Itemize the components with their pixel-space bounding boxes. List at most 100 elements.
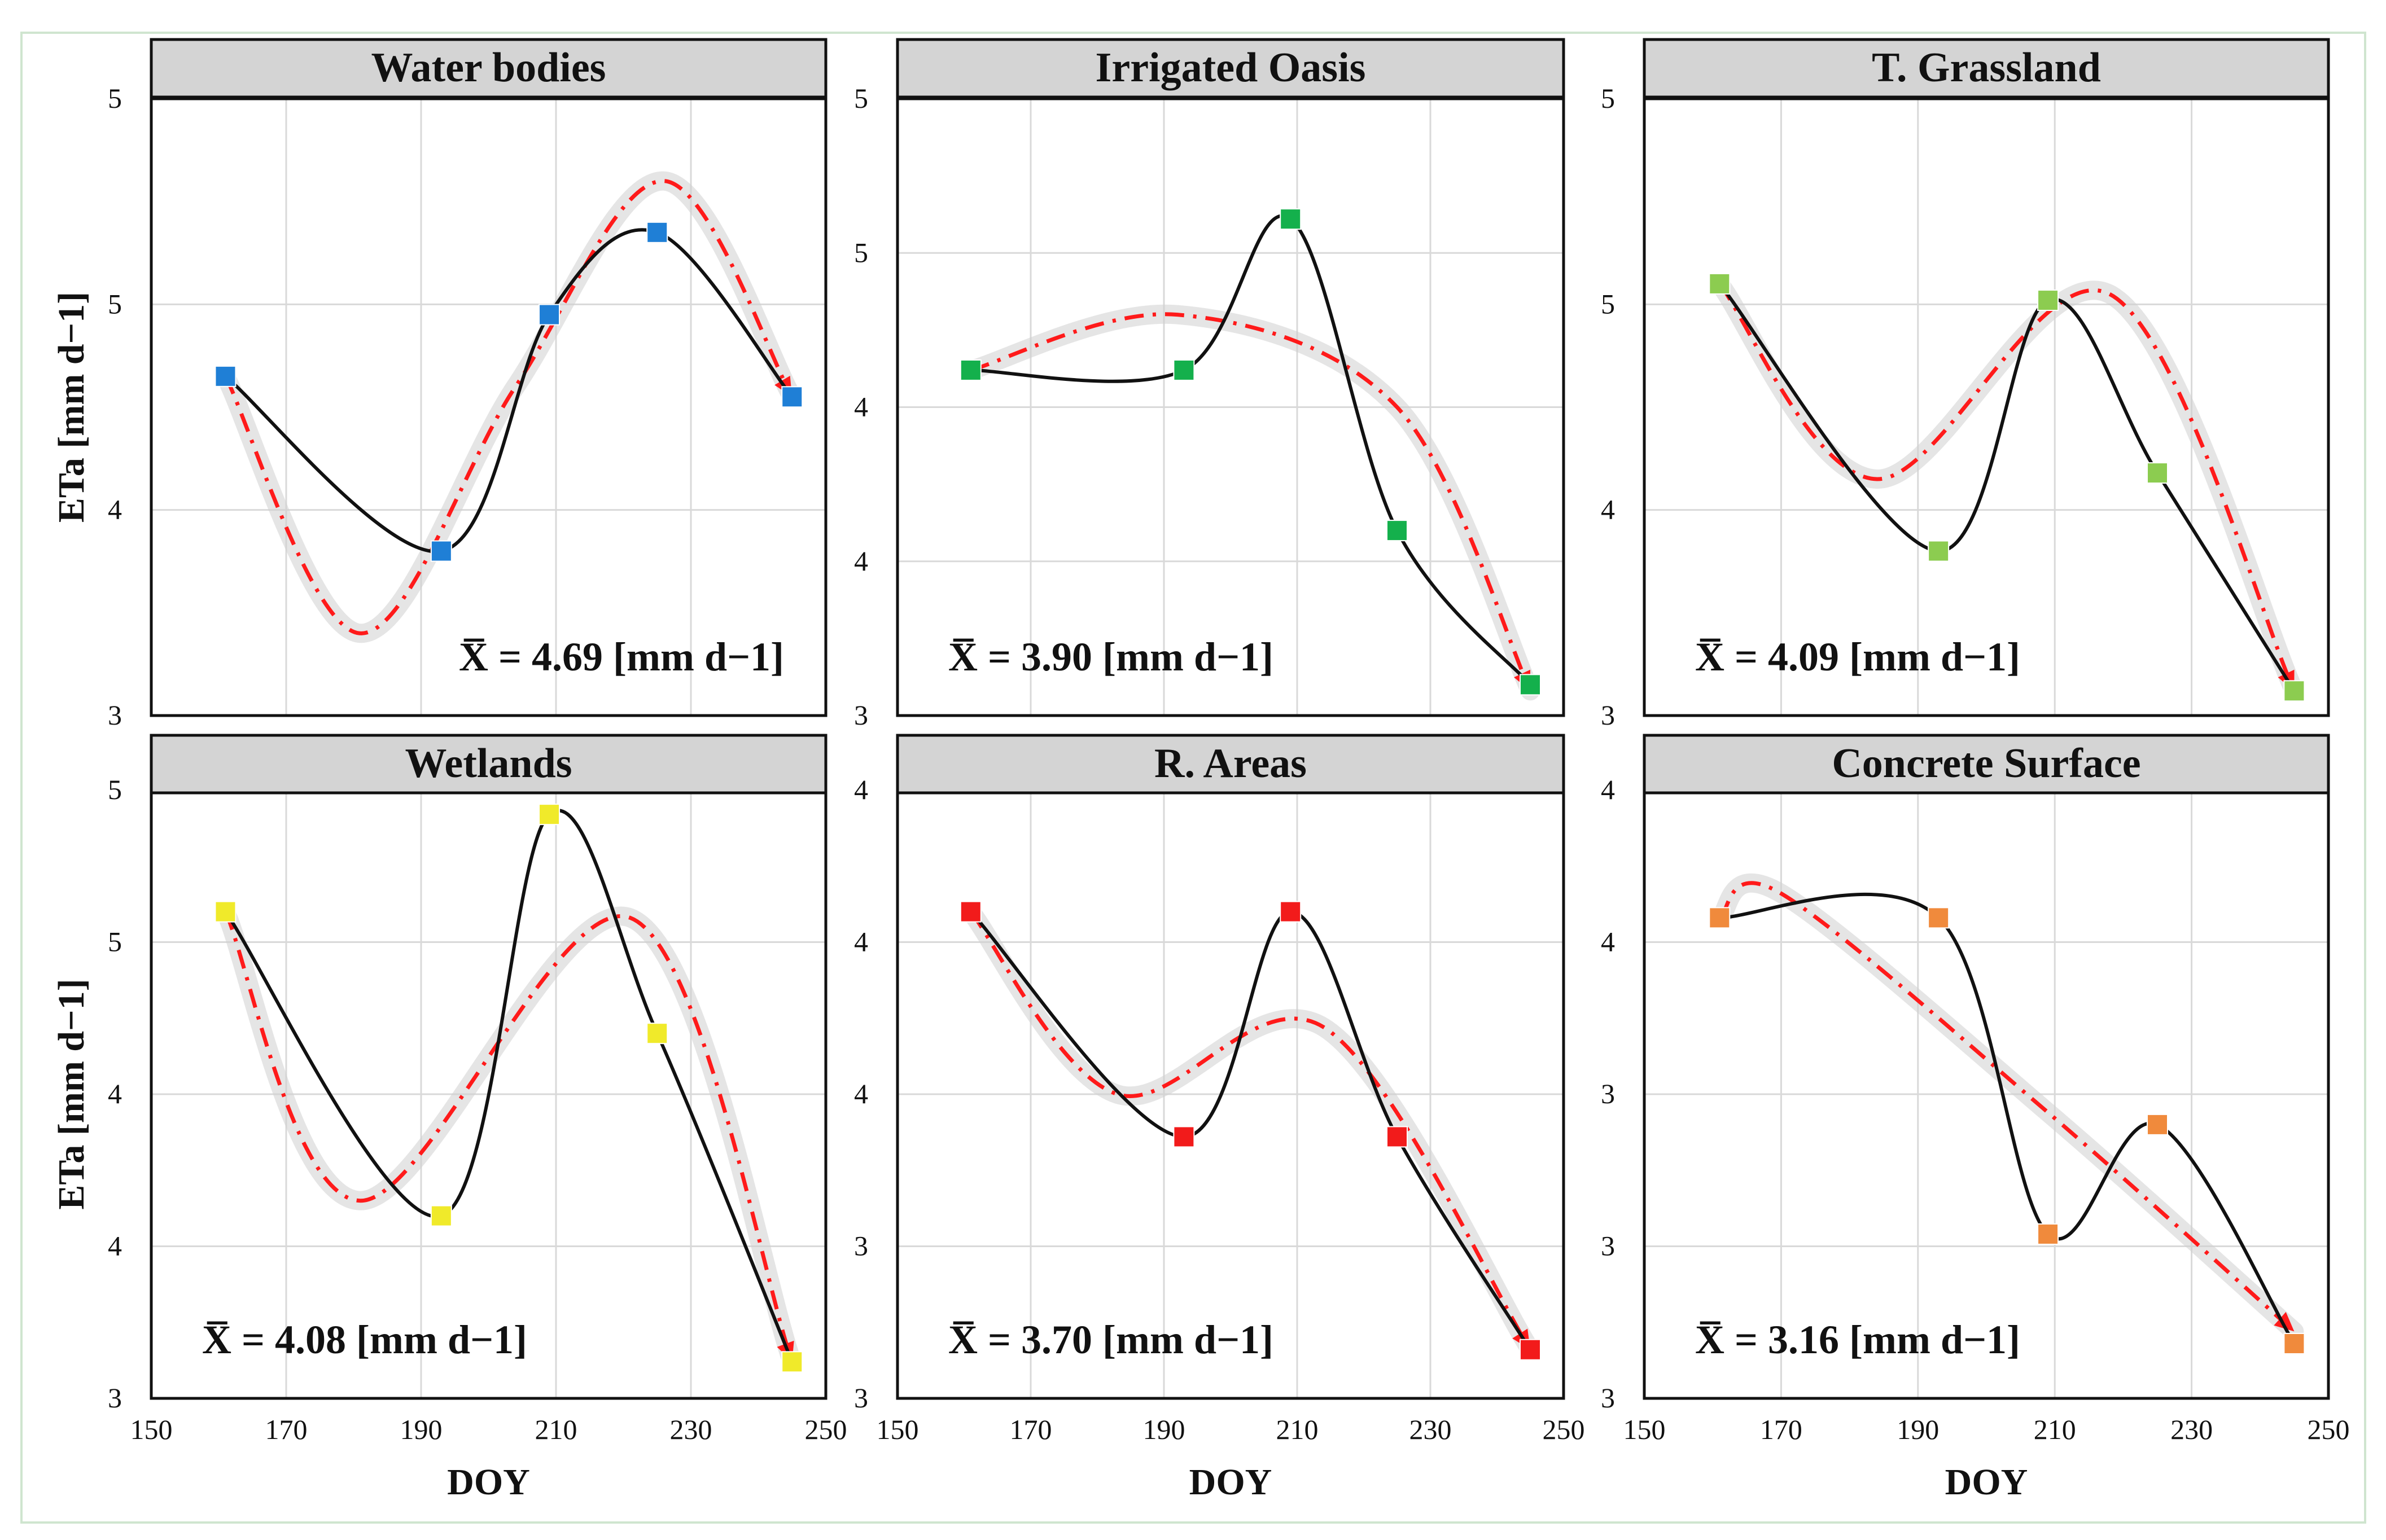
y-tick-label: 3	[854, 1382, 868, 1414]
y-axis-title: ETa [mm d−1]	[51, 292, 92, 523]
trend-line	[969, 910, 1532, 1351]
chart-panel-1: Irrigated Oasis 3 4 4 5 5 X̅ = 3.90 [mm d−1]	[854, 38, 1565, 731]
y-tick-label: 3	[1601, 1382, 1615, 1414]
y-tick-label: 5	[108, 82, 122, 114]
data-point-doy-193	[1173, 1126, 1195, 1148]
panel-title-box	[896, 734, 1565, 795]
y-tick-label: 5	[854, 82, 868, 114]
y-tick-label: 5	[108, 926, 122, 958]
panel-title-box	[150, 38, 828, 99]
mean-annotation: X̅ = 3.16 [mm d−1]	[1695, 1317, 2020, 1362]
y-tick-label: 3	[854, 699, 868, 731]
chart-panel-2: T. Grassland 3 4 5 5 X̅ = 4.09 [mm d−1]	[1601, 38, 2330, 731]
observed-line	[224, 228, 794, 554]
y-tick-label: 4	[108, 1230, 122, 1262]
y-tick-label: 4	[854, 926, 868, 958]
data-point-doy-161	[960, 901, 982, 923]
observed-line	[1718, 282, 2296, 692]
mean-annotation: X̅ = 3.70 [mm d−1]	[948, 1317, 1273, 1362]
x-axis-title: DOY	[1189, 1462, 1272, 1503]
data-point-doy-193	[430, 540, 452, 562]
x-tick-label: 230	[1409, 1414, 1452, 1445]
y-tick-label: 4	[108, 494, 122, 525]
panel-title-box	[1643, 38, 2330, 99]
x-tick-label: 250	[2308, 1414, 2350, 1445]
x-tick-label: 170	[1760, 1414, 1802, 1445]
mean-annotation: X̅ = 4.69 [mm d−1]	[459, 634, 784, 679]
plot-border	[896, 97, 1565, 717]
plot-border	[1643, 97, 2330, 717]
y-tick-label: 3	[108, 1382, 122, 1414]
panel-title-box	[1643, 734, 2330, 795]
x-tick-label: 210	[1276, 1414, 1319, 1445]
plot-area	[150, 97, 828, 717]
plot-area	[1643, 97, 2330, 717]
figure-frame	[20, 32, 2366, 1524]
y-tick-label: 3	[108, 699, 122, 731]
trend-line	[224, 911, 794, 1363]
panel-title: Water bodies	[371, 45, 606, 91]
y-tick-label: 3	[1601, 1230, 1615, 1262]
data-point-doy-193	[1173, 359, 1195, 381]
chart-panels: Water bodies 3 4 5 5 ETa [mm d−1] X̅ = 4.69 [m…	[51, 38, 2350, 1503]
y-tick-label: 5	[1601, 82, 1615, 114]
data-point-doy-225	[2147, 462, 2168, 484]
plot-border	[150, 97, 828, 717]
panel-title: Wetlands	[405, 740, 572, 787]
mean-annotation: X̅ = 4.08 [mm d−1]	[202, 1317, 527, 1362]
y-tick-label: 3	[854, 1230, 868, 1262]
trend-arrowhead	[2274, 1311, 2295, 1332]
y-tick-label: 5	[108, 774, 122, 805]
y-tick-label: 4	[1601, 494, 1615, 525]
y-tick-label: 4	[854, 545, 868, 577]
data-point-doy-193	[1928, 907, 1950, 929]
x-tick-label: 150	[877, 1414, 919, 1445]
data-point-doy-193	[1928, 540, 1950, 562]
data-point-doy-225	[2147, 1113, 2168, 1135]
x-tick-label: 190	[1897, 1414, 1939, 1445]
y-axis-title: ETa [mm d−1]	[51, 979, 92, 1209]
data-point-doy-161	[1709, 907, 1731, 929]
data-point-doy-209	[1280, 901, 1302, 923]
y-tick-label: 3	[1601, 699, 1615, 731]
x-tick-label: 250	[805, 1414, 847, 1445]
data-point-doy-245	[1520, 1339, 1541, 1361]
y-tick-label: 5	[854, 236, 868, 268]
data-point-doy-209	[2037, 289, 2059, 311]
data-point-doy-209	[1280, 208, 1302, 230]
data-point-doy-245	[781, 1351, 803, 1373]
data-point-doy-245	[1520, 674, 1541, 696]
data-point-doy-225	[1386, 520, 1408, 542]
x-tick-label: 230	[670, 1414, 712, 1445]
y-tick-label: 4	[854, 391, 868, 423]
data-point-doy-225	[646, 1023, 668, 1045]
x-tick-label: 230	[2170, 1414, 2213, 1445]
x-tick-label: 170	[1010, 1414, 1052, 1445]
data-point-doy-245	[781, 386, 803, 408]
y-tick-label: 5	[1601, 288, 1615, 319]
y-tick-label: 4	[1601, 774, 1615, 805]
panel-title: Concrete Surface	[1832, 740, 2140, 787]
mean-annotation: X̅ = 3.90 [mm d−1]	[948, 634, 1273, 679]
data-point-doy-161	[214, 901, 237, 923]
panel-title: R. Areas	[1154, 740, 1307, 787]
x-tick-label: 190	[1143, 1414, 1185, 1445]
y-tick-label: 4	[854, 774, 868, 805]
x-tick-label: 210	[2034, 1414, 2076, 1445]
y-tick-label: 5	[108, 288, 122, 319]
chart-panel-4: R. Areas 3 3 4 4 4 150 170 190 210 230 250 DOY X̅ = 3…	[854, 734, 1585, 1503]
x-tick-label: 250	[1543, 1414, 1585, 1445]
panel-title-box	[150, 734, 828, 795]
x-tick-label: 150	[130, 1414, 173, 1445]
x-axis-title: DOY	[447, 1462, 530, 1503]
data-point-doy-245	[2283, 1332, 2305, 1354]
trend-line	[224, 179, 794, 635]
y-tick-label: 3	[1601, 1078, 1615, 1109]
trend-line	[970, 312, 1533, 692]
chart-panel-3: Wetlands 3 4 4 5 5 150 170 190 210 230 250 DOY ETa [m…	[51, 734, 847, 1503]
trend-line	[1718, 282, 2296, 692]
data-point-doy-209	[539, 304, 561, 326]
data-point-doy-209	[539, 804, 561, 826]
panel-title: T. Grassland	[1872, 45, 2101, 91]
